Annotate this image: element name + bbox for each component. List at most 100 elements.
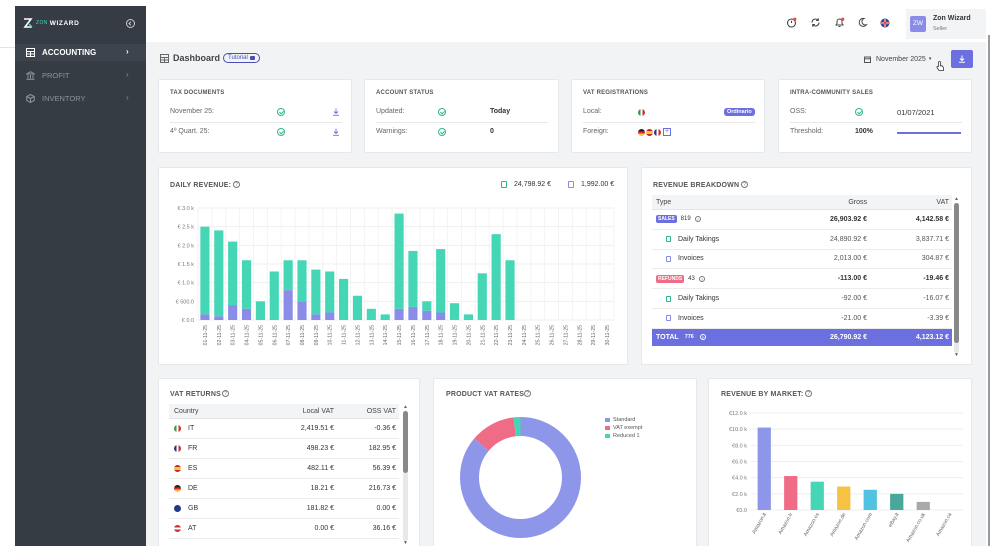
- market-bar[interactable]: [757, 427, 771, 510]
- info-icon[interactable]: ?: [699, 334, 706, 341]
- sidebar-toggle-icon[interactable]: [126, 19, 135, 28]
- market-bar[interactable]: [916, 501, 930, 510]
- more-flags-button[interactable]: +: [663, 128, 671, 136]
- bar-invoices[interactable]: [436, 312, 446, 320]
- bar-daily-takings[interactable]: [241, 260, 252, 309]
- bar-invoices[interactable]: [214, 316, 224, 320]
- column-header: Local VAT: [302, 407, 334, 415]
- logo[interactable]: ZON WIZARD: [23, 17, 79, 29]
- x-tick-label: Amazon.de: [829, 512, 847, 538]
- table-row[interactable]: GB 181.82 € 0.00 €: [169, 499, 399, 519]
- market-bar[interactable]: [810, 481, 824, 510]
- scroll-up-icon[interactable]: ▲: [403, 404, 408, 410]
- sidebar-item-accounting[interactable]: ACCOUNTING ›: [15, 44, 146, 61]
- table-row[interactable]: DE 18.21 € 216.73 €: [169, 479, 399, 499]
- scroll-down-icon[interactable]: ▼: [403, 540, 408, 546]
- bar-daily-takings[interactable]: [491, 234, 501, 320]
- sidebar-item-profit[interactable]: PROFIT ›: [15, 67, 146, 84]
- table-row[interactable]: AT 0.00 € 36.16 €: [169, 519, 399, 539]
- local-label: Local:: [583, 108, 602, 115]
- sidebar-item-inventory[interactable]: INVENTORY ›: [15, 90, 146, 107]
- market-bar[interactable]: [890, 493, 904, 510]
- bar-invoices[interactable]: [241, 308, 252, 320]
- donut-slice[interactable]: [460, 417, 581, 538]
- scroll-up-icon[interactable]: ▲: [954, 196, 959, 202]
- info-icon[interactable]: ?: [233, 181, 240, 188]
- bar-invoices[interactable]: [325, 312, 335, 320]
- y-tick-label: €8.0 k: [732, 443, 747, 449]
- bar-daily-takings[interactable]: [366, 308, 376, 320]
- bar-invoices[interactable]: [394, 308, 404, 320]
- download-button[interactable]: [951, 50, 973, 68]
- y-tick-label: €2.0 k: [732, 492, 747, 498]
- moon-icon[interactable]: [857, 17, 868, 28]
- bar-invoices[interactable]: [200, 314, 210, 320]
- info-icon[interactable]: ?: [222, 390, 229, 397]
- bar-daily-takings[interactable]: [325, 271, 335, 313]
- bar-daily-takings[interactable]: [505, 260, 515, 320]
- bar-invoices[interactable]: [311, 314, 321, 320]
- market-bar[interactable]: [837, 486, 851, 510]
- bar-daily-takings[interactable]: [200, 226, 210, 315]
- bell-icon[interactable]: [834, 17, 845, 28]
- legend-item[interactable]: Standard: [605, 416, 642, 424]
- bar-daily-takings[interactable]: [228, 241, 238, 306]
- bar-daily-takings[interactable]: [283, 260, 293, 291]
- bar-invoices[interactable]: [228, 305, 238, 320]
- bar-daily-takings[interactable]: [394, 213, 404, 309]
- bar-daily-takings[interactable]: [352, 295, 363, 320]
- scroll-down-icon[interactable]: ▼: [954, 352, 959, 358]
- info-icon[interactable]: ?: [698, 275, 705, 282]
- legend-item[interactable]: Reduced 1: [605, 432, 642, 440]
- download-icon[interactable]: [332, 128, 340, 136]
- table-row[interactable]: Invoices -21.00 € -3.39 €: [652, 309, 952, 329]
- sync-icon[interactable]: [810, 17, 821, 28]
- table-row[interactable]: Invoices 2,013.00 € 304.87 €: [652, 250, 952, 270]
- market-bar[interactable]: [784, 476, 798, 510]
- bar-daily-takings[interactable]: [297, 260, 307, 302]
- table-row[interactable]: FR 498.23 € 182.95 €: [169, 439, 399, 459]
- germany-flag-icon: [638, 129, 645, 136]
- info-icon[interactable]: ?: [694, 216, 701, 223]
- table-row[interactable]: SALES 819? 26,903.92 € 4,142.58 €: [652, 210, 952, 230]
- table-row[interactable]: REFUNDS 43? -113.00 € -19.46 €: [652, 269, 952, 290]
- table-row[interactable]: IT 2,419.51 € -0.36 €: [169, 419, 399, 439]
- tutorial-button[interactable]: Tutorial: [223, 53, 260, 63]
- info-icon[interactable]: ?: [805, 390, 812, 397]
- bar-invoices[interactable]: [422, 310, 432, 320]
- bar-daily-takings[interactable]: [422, 301, 432, 311]
- user-menu[interactable]: ZW Zon Wizard Seller: [906, 9, 986, 39]
- bar-daily-takings[interactable]: [311, 269, 321, 315]
- row-label: Warnings:: [376, 128, 408, 135]
- table-row[interactable]: ES 482.11 € 56.39 €: [169, 459, 399, 479]
- avatar: ZW: [910, 16, 926, 32]
- local-vat-value: 18.21 €: [310, 485, 334, 492]
- market-bar[interactable]: [863, 489, 877, 510]
- bar-daily-takings[interactable]: [463, 314, 473, 320]
- timer-icon[interactable]: [786, 17, 797, 28]
- bar-daily-takings[interactable]: [477, 273, 487, 320]
- bar-daily-takings[interactable]: [380, 314, 390, 320]
- x-tick-label: 02-11-25: [217, 325, 223, 345]
- uk-flag-icon[interactable]: [880, 18, 890, 28]
- bar-daily-takings[interactable]: [269, 271, 279, 320]
- legend-item[interactable]: VAT exempt: [605, 424, 642, 432]
- download-icon[interactable]: [332, 108, 340, 116]
- bar-daily-takings[interactable]: [436, 249, 446, 313]
- bar-daily-takings[interactable]: [408, 250, 418, 307]
- scrollbar[interactable]: [403, 411, 408, 541]
- bar-invoices[interactable]: [297, 301, 307, 320]
- table-row[interactable]: Daily Takings -92.00 € -16.07 €: [652, 289, 952, 309]
- bar-daily-takings[interactable]: [339, 278, 349, 320]
- table-row[interactable]: Daily Takings 24,890.92 € 3,837.71 €: [652, 230, 952, 250]
- bar-invoices[interactable]: [408, 306, 418, 320]
- card-title: TAX DOCUMENTS: [170, 90, 225, 96]
- month-selector[interactable]: November 2025 ▾: [864, 52, 944, 66]
- scrollbar[interactable]: [954, 203, 959, 353]
- bar-daily-takings[interactable]: [449, 303, 460, 320]
- bar-daily-takings[interactable]: [214, 230, 224, 317]
- bar-invoices[interactable]: [283, 290, 293, 320]
- bar-daily-takings[interactable]: [255, 301, 265, 320]
- info-icon[interactable]: ?: [524, 390, 531, 397]
- info-icon[interactable]: ?: [741, 181, 748, 188]
